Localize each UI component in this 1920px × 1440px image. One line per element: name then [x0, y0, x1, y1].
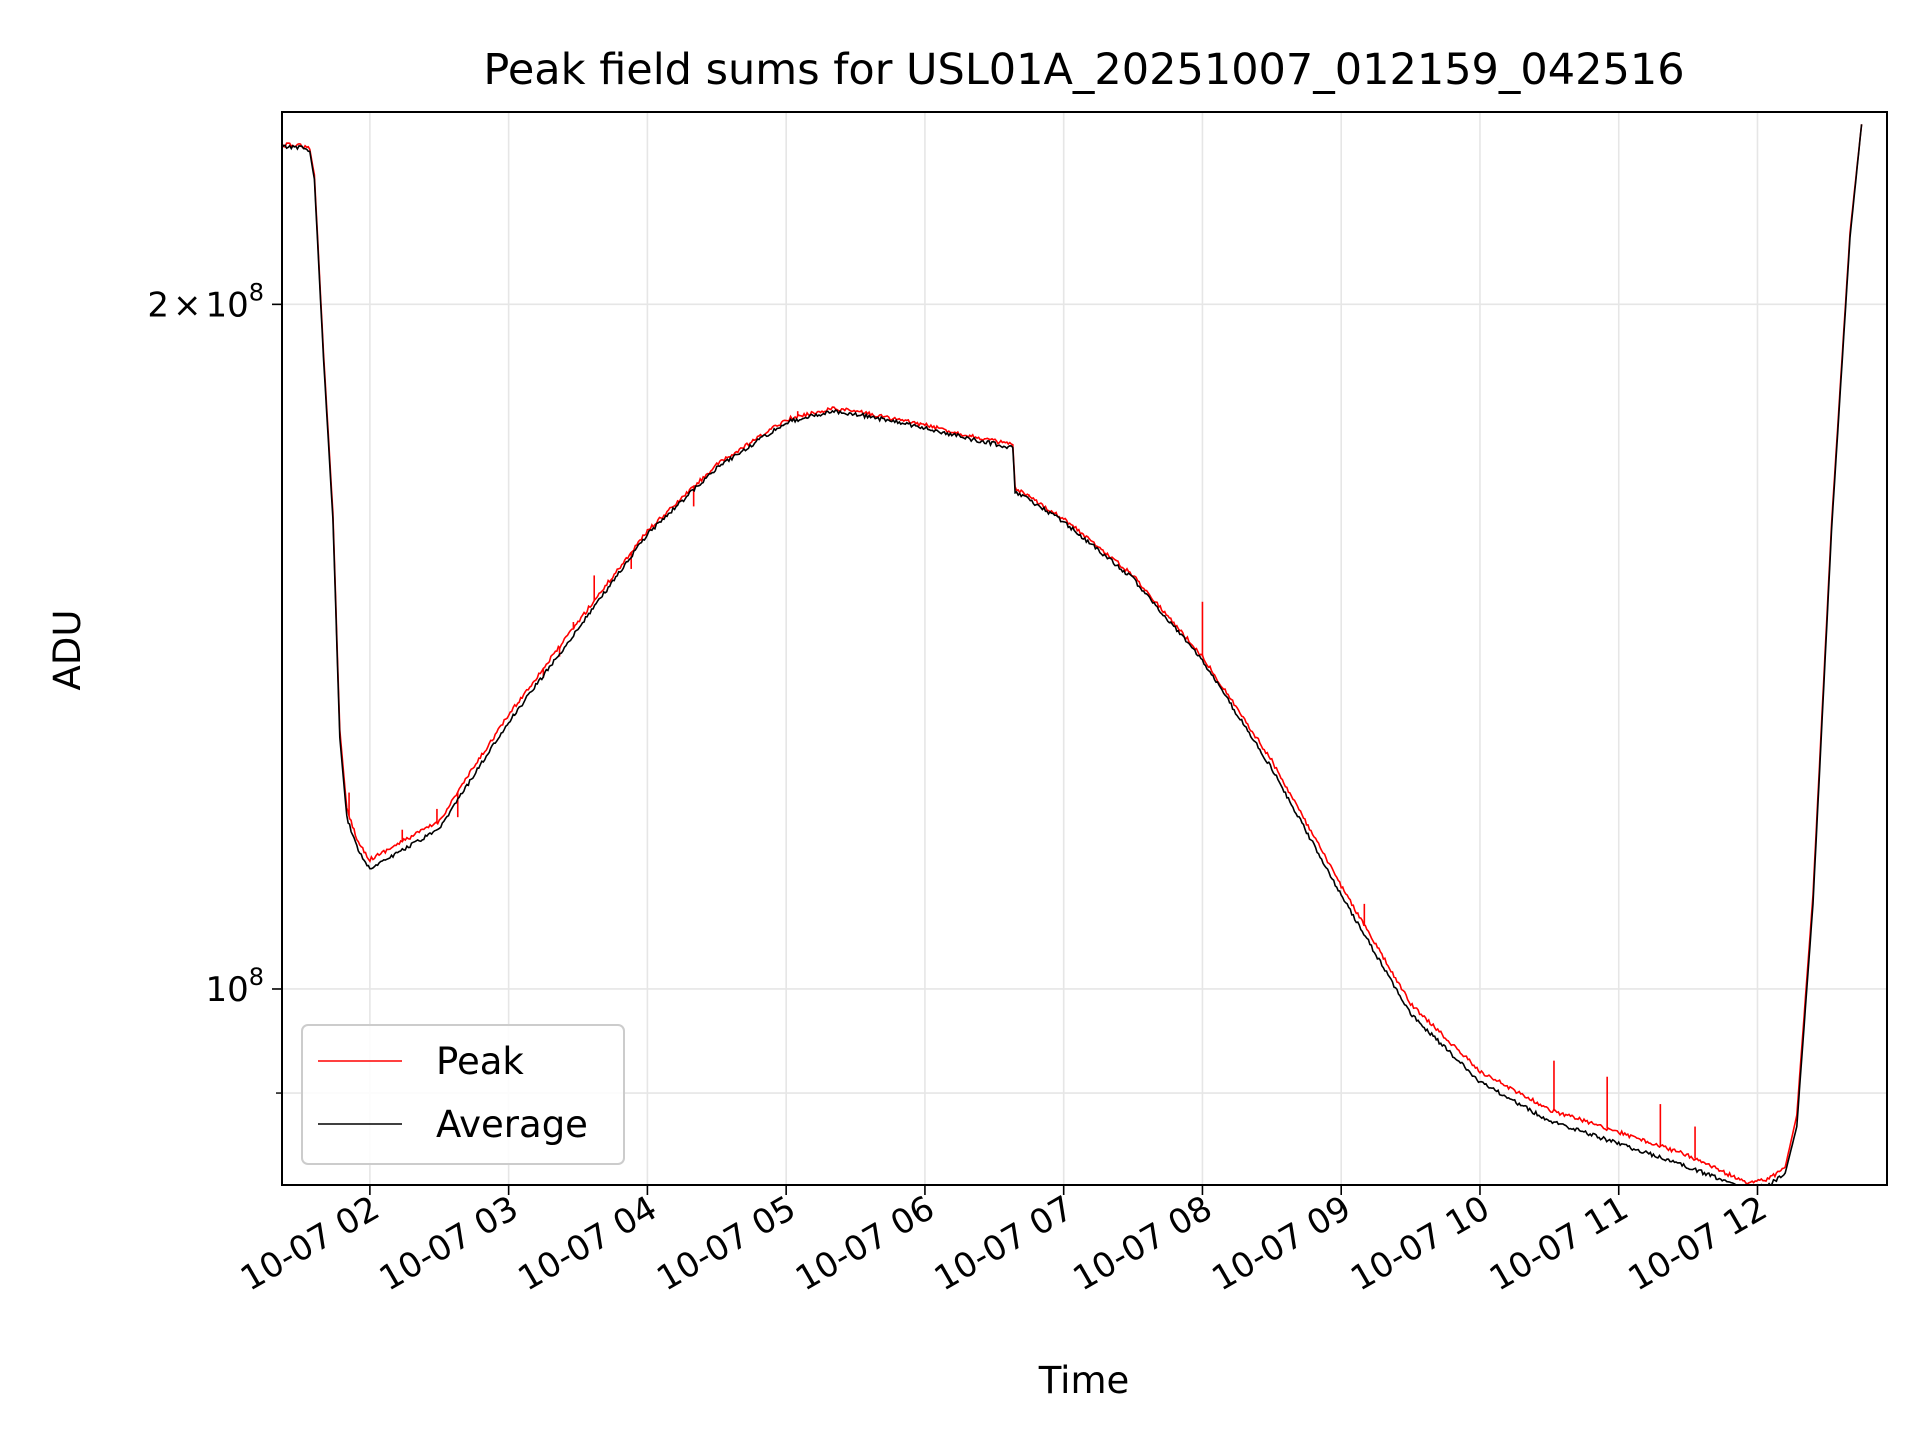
y-tick-label: 108 — [205, 963, 264, 1010]
legend-peak-label: Peak — [436, 1040, 524, 1083]
y-tick-mantissa: 2 — [147, 285, 169, 325]
y-tick-exponent: 8 — [249, 963, 264, 991]
y-tick-times: × — [173, 285, 202, 325]
series-layer — [282, 124, 1863, 1185]
series-peak-line — [282, 124, 1863, 1185]
chart-title: Peak field sums for USL01A_20251007_0121… — [483, 45, 1684, 95]
legend-average-label: Average — [436, 1103, 588, 1146]
y-tick-base: 10 — [205, 285, 248, 325]
y-tick-exponent: 8 — [249, 278, 264, 306]
plot-frame — [281, 111, 1888, 1186]
y-tick-base: 10 — [205, 970, 248, 1010]
y-axis-label: ADU — [46, 610, 89, 691]
legend-box — [301, 1024, 625, 1165]
y-tick-label: 2 × 108 — [147, 278, 264, 325]
legend: Peak Average — [301, 1024, 625, 1165]
x-axis-label: Time — [1038, 1359, 1130, 1402]
grid — [282, 112, 1887, 1185]
series-average-line — [282, 124, 1863, 1185]
